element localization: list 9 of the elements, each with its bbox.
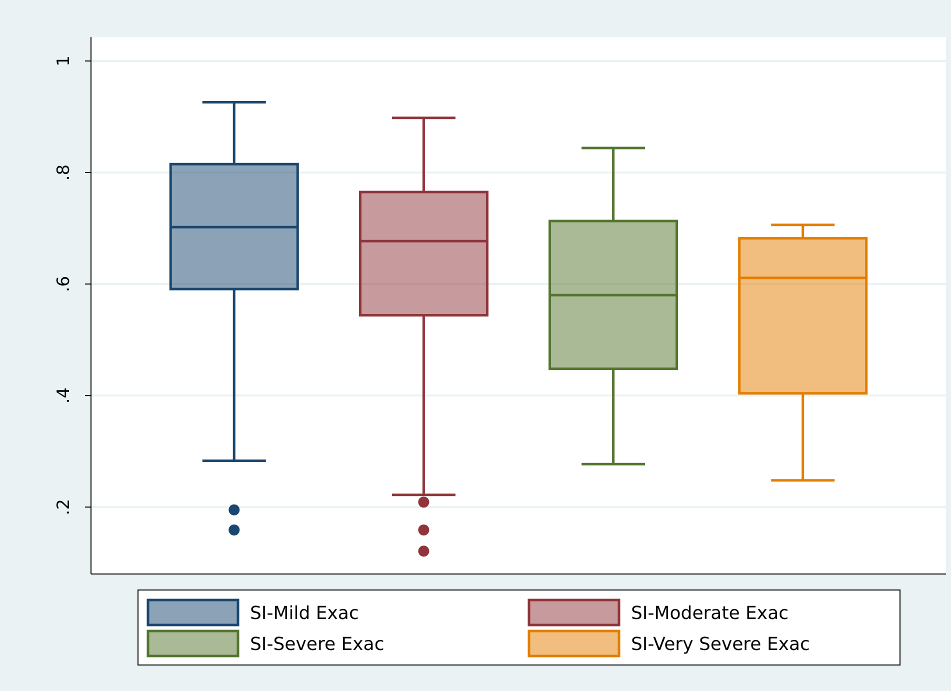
legend-label: SI-Moderate Exac bbox=[631, 603, 789, 624]
y-tick-label: 1 bbox=[54, 56, 74, 66]
legend-label: SI-Mild Exac bbox=[250, 603, 359, 624]
legend-label: SI-Severe Exac bbox=[250, 634, 384, 655]
y-tick-label: .4 bbox=[54, 387, 74, 404]
legend-label: SI-Very Severe Exac bbox=[631, 634, 810, 655]
y-tick-label: .8 bbox=[54, 164, 74, 181]
y-tick-label: .2 bbox=[54, 498, 74, 516]
y-tick-label: .6 bbox=[54, 276, 74, 292]
